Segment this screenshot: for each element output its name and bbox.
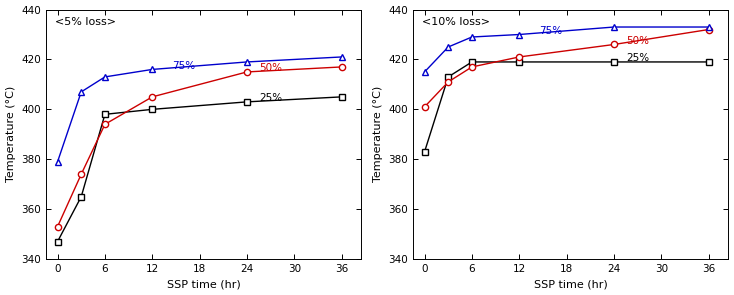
X-axis label: SSP time (hr): SSP time (hr) <box>167 279 241 289</box>
Text: 25%: 25% <box>626 53 649 63</box>
Text: <10% loss>: <10% loss> <box>422 17 490 27</box>
Text: 75%: 75% <box>172 61 195 71</box>
Text: 50%: 50% <box>259 63 282 73</box>
X-axis label: SSP time (hr): SSP time (hr) <box>534 279 608 289</box>
Text: 50%: 50% <box>626 36 649 46</box>
Y-axis label: Temperature (°C): Temperature (°C) <box>373 86 382 182</box>
Text: <5% loss>: <5% loss> <box>55 17 116 27</box>
Text: 75%: 75% <box>539 26 562 36</box>
Text: 25%: 25% <box>259 93 282 103</box>
Y-axis label: Temperature (°C): Temperature (°C) <box>6 86 15 182</box>
